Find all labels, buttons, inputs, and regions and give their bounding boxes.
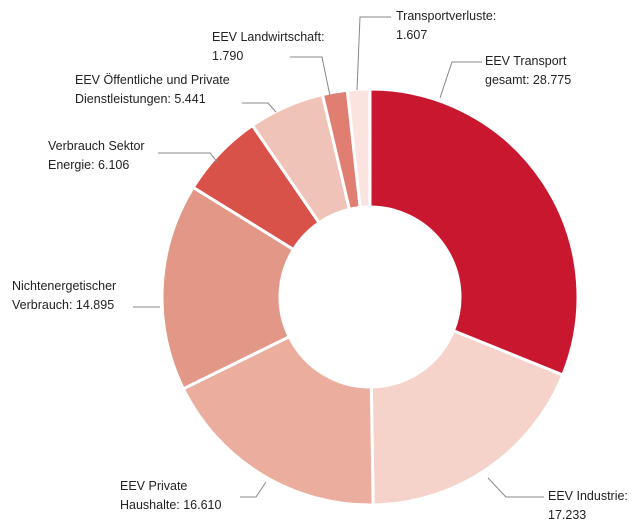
slice-label: 1.607 — [396, 28, 427, 42]
leader-line — [158, 152, 219, 164]
slice-label: 1.790 — [212, 49, 243, 63]
slice-label: Dienstleistungen: 5.441 — [75, 92, 206, 106]
slice-label: EEV Industrie: — [548, 489, 628, 503]
slice-label: EEV Landwirtschaft: — [212, 30, 325, 44]
slice — [369, 328, 565, 507]
slice-label: Verbrauch: 14.895 — [12, 298, 114, 312]
slice-label: Verbrauch Sektor — [48, 139, 145, 153]
slice-label: EEV Transport — [485, 54, 567, 68]
slice-label: 17.233 — [548, 508, 586, 522]
leader-line — [242, 102, 277, 113]
slice-label: Haushalte: 16.610 — [120, 498, 222, 512]
leader-line — [439, 61, 482, 99]
leader-line — [356, 16, 391, 91]
leader-line — [290, 56, 331, 97]
slice-label: Transportverluste: — [396, 9, 496, 23]
slice — [345, 87, 372, 210]
slice-label: Nichtenergetischer — [12, 279, 116, 293]
slice-label: EEV Private — [120, 479, 187, 493]
slice — [368, 87, 580, 378]
slice-label: EEV Öffentliche und Private — [75, 73, 230, 87]
slice — [181, 334, 375, 507]
leader-line — [240, 481, 267, 498]
slice — [160, 185, 296, 391]
leader-line — [487, 477, 544, 498]
slice-label: gesamt: 28.775 — [485, 73, 571, 87]
slice-label: Energie: 6.106 — [48, 158, 129, 172]
